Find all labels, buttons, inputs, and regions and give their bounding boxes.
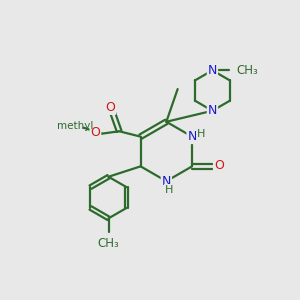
Text: H: H [197,129,205,139]
Text: O: O [105,101,115,114]
Text: N: N [208,64,217,77]
Text: CH₃: CH₃ [236,64,258,77]
Text: O: O [214,159,224,172]
Text: N: N [208,104,217,117]
Text: N: N [188,130,197,143]
Text: methyl: methyl [57,121,93,131]
Text: H: H [164,184,173,194]
Text: O: O [91,126,100,139]
Text: CH₃: CH₃ [98,237,119,250]
Text: N: N [162,175,171,188]
